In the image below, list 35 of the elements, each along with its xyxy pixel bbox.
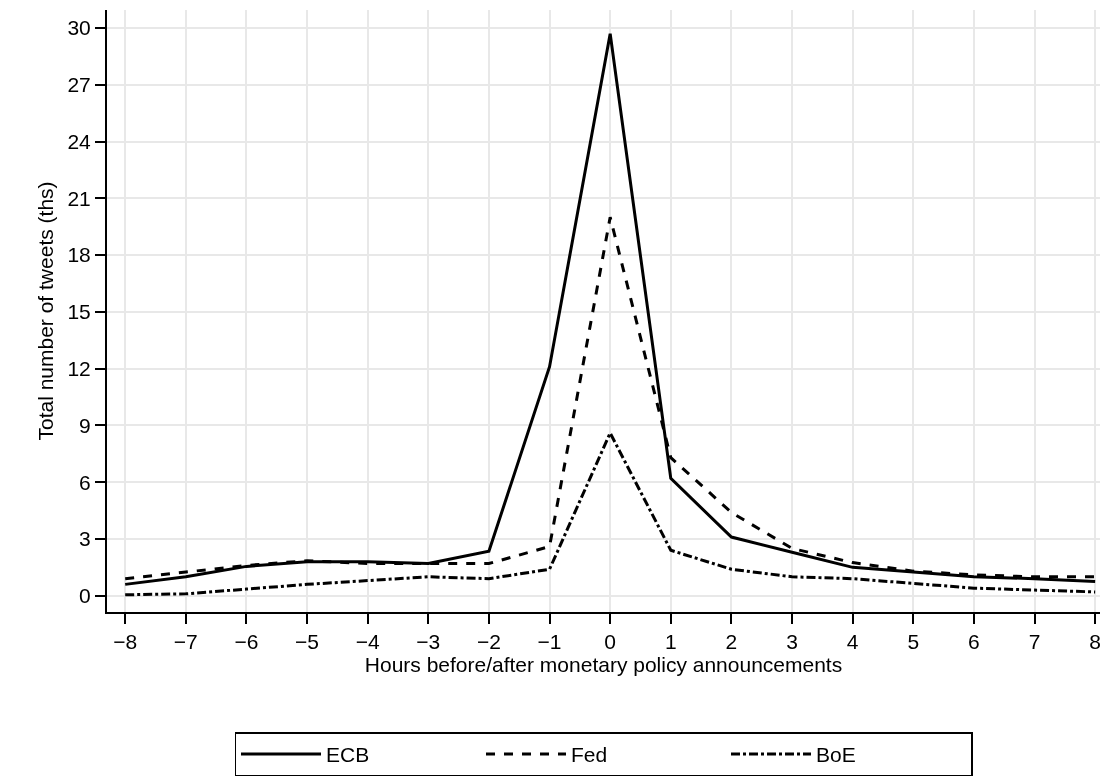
line-series [123, 431, 1097, 597]
line-series [123, 32, 1097, 586]
y-tick-label: 27 [67, 73, 91, 97]
x-tick-label: −6 [234, 630, 259, 654]
x-tick-label: 1 [664, 630, 677, 654]
y-tick-label: 21 [67, 186, 91, 210]
x-tick-label: −4 [355, 630, 380, 654]
x-axis-title: Hours before/after monetary policy announcements [364, 653, 843, 677]
y-tick-label: 6 [79, 470, 91, 494]
y-tick-label: 3 [79, 527, 91, 551]
x-tick-label: −5 [295, 630, 320, 654]
x-tick-label: 0 [604, 630, 617, 654]
y-tick-label: 30 [67, 16, 91, 40]
x-tick-label: −2 [476, 630, 501, 654]
legend-label: Fed [571, 743, 608, 767]
y-axis-title: Total number of tweets (ths) [34, 181, 58, 441]
y-tick-label: 18 [67, 243, 91, 267]
x-tick-label: −1 [537, 630, 562, 654]
y-tick-label: 15 [67, 300, 91, 324]
x-tick-label: −8 [113, 630, 138, 654]
x-tick-label: 3 [786, 630, 798, 654]
x-tick-label: 7 [1028, 630, 1041, 654]
legend-label: ECB [326, 743, 370, 767]
y-tick-label: 12 [67, 356, 91, 380]
x-tick-label: 6 [968, 630, 980, 654]
x-tick-label: 8 [1089, 630, 1101, 654]
x-tick-label: 5 [907, 630, 920, 654]
x-tick-label: −3 [416, 630, 441, 654]
x-tick-label: 4 [846, 630, 859, 654]
x-tick-label: 2 [725, 630, 738, 654]
y-tick-label: 24 [67, 129, 92, 153]
x-tick-label: −7 [173, 630, 198, 654]
legend-label: BoE [816, 743, 856, 767]
y-tick-label: 9 [79, 413, 91, 437]
y-tick-label: 0 [79, 584, 91, 608]
